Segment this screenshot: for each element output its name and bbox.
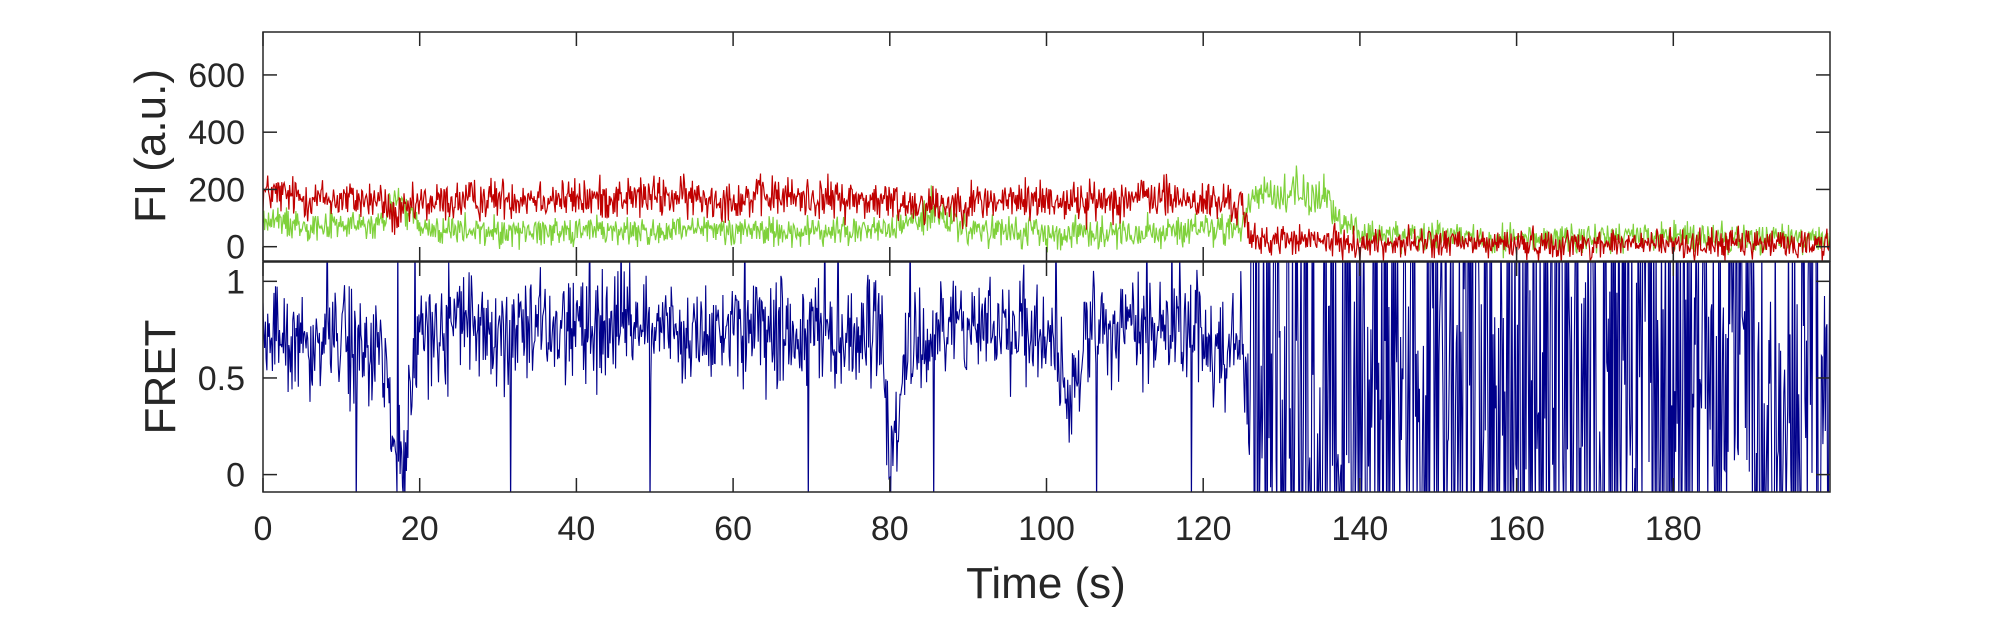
fret-series-line [263,262,1830,492]
fluorescence-series-acceptor [263,173,1830,261]
fret-y-tick-label: 0.5 [198,360,245,398]
time-x-ticks: 0 20 40 60 80 100 120 140 160 180 [254,262,1702,548]
fluorescence-y-tick-label: 600 [188,57,245,95]
fluorescence-y-tick-label: 0 [226,229,245,267]
time-x-label: Time (s) [966,559,1126,608]
fret-traces [263,262,1830,492]
time-x-tick-label: 80 [871,510,909,548]
time-x-tick-label: 0 [254,510,273,548]
fret-y-ticks: 00.51 [198,263,1830,495]
fluorescence-y-tick-label: 400 [188,114,245,152]
time-x-tick-label: 100 [1018,510,1075,548]
fluorescence-traces [263,165,1830,261]
time-x-tick-label: 20 [401,510,439,548]
fluorescence-y-label: FI (a.u.) [126,69,175,223]
time-x-tick-label: 120 [1175,510,1232,548]
time-x-tick-label: 160 [1488,510,1545,548]
fluorescence-y-ticks: 0 200 400 600 [188,32,1830,267]
fret-panel: 00.51 0 20 40 60 80 100 120 140 160 180 FRET Time… [136,261,1831,608]
fret-y-tick-label: 1 [226,263,245,301]
time-x-tick-label: 140 [1332,510,1389,548]
time-x-tick-label: 180 [1645,510,1702,548]
fluorescence-y-tick-label: 200 [188,171,245,209]
fluorescence-panel: 0 200 400 600 FI (a.u.) [126,31,1831,267]
fret-y-tick-label: 0 [226,457,245,495]
time-x-tick-label: 40 [557,510,595,548]
time-x-tick-label: 60 [714,510,752,548]
fret-y-label: FRET [136,320,185,435]
